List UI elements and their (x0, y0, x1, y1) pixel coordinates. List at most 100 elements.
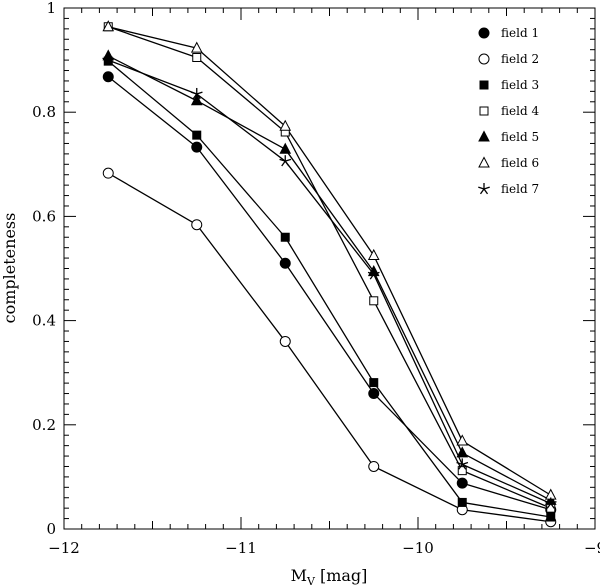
data-point-series-1 (102, 71, 114, 83)
x-tick-label: −10 (402, 539, 434, 557)
legend: field 1 field 2 field 3 field 4 field 5 field… (478, 26, 539, 196)
star-arm (367, 271, 374, 275)
y-tick-label: 0.8 (32, 103, 56, 121)
legend-marker-1 (478, 27, 490, 39)
legend-label-7: field 7 (501, 182, 539, 196)
data-point-series-3 (369, 378, 379, 388)
series-line-3 (107, 60, 551, 518)
legend-marker-2 (478, 53, 490, 65)
data-point-series-4 (192, 52, 202, 62)
star-arm (373, 273, 378, 280)
star-arm (107, 59, 113, 66)
star-arm (196, 91, 203, 95)
star-arm (456, 461, 463, 466)
data-point-series-1 (279, 257, 291, 269)
series-markers (102, 20, 557, 528)
star-arm (550, 503, 555, 509)
data-point-series-7 (367, 268, 380, 280)
series-line-1 (107, 76, 551, 511)
x-axis-label-units: [mag] (320, 566, 367, 585)
y-tick-label: 1 (46, 0, 56, 17)
star-arm (102, 57, 109, 61)
data-point-series-4 (457, 466, 467, 476)
y-tick-label: 0.4 (32, 312, 56, 330)
x-axis-label-subscript: V (306, 575, 316, 587)
data-point-series-7 (279, 155, 292, 167)
star-arm (544, 500, 551, 505)
y-tick-label: 0 (46, 520, 56, 538)
legend-label-3: field 3 (501, 78, 539, 92)
data-point-series-1 (191, 141, 203, 153)
data-point-series-6 (367, 248, 380, 260)
star-arm (479, 188, 485, 195)
data-point-series-6 (456, 434, 469, 446)
data-point-series-3 (457, 497, 467, 507)
star-arm (483, 188, 489, 195)
data-point-series-3 (192, 130, 202, 140)
star-arm (284, 160, 290, 167)
star-arm (192, 93, 198, 100)
axis-ticks (63, 7, 596, 530)
data-point-series-3 (546, 512, 556, 522)
data-point-series-6 (279, 119, 292, 131)
y-tick-label: 0.6 (32, 207, 56, 225)
y-tick-label: 0.2 (32, 416, 56, 434)
star-arm (458, 464, 463, 470)
data-point-series-4 (369, 296, 379, 306)
data-point-series-5 (190, 94, 203, 106)
legend-marker-7 (478, 183, 490, 195)
star-arm (279, 158, 286, 162)
legend-label-1: field 1 (501, 26, 539, 40)
star-arm (550, 500, 557, 505)
data-point-series-1 (456, 477, 468, 489)
star-arm (104, 59, 109, 66)
series-line-2 (107, 172, 551, 523)
star-arm (285, 158, 292, 162)
data-point-series-1 (368, 388, 380, 400)
data-point-series-7 (456, 458, 469, 470)
legend-label-4: field 4 (501, 104, 539, 118)
legend-label-5: field 5 (501, 130, 539, 144)
data-point-series-6 (102, 20, 115, 32)
legend-label-6: field 6 (501, 156, 539, 170)
data-point-series-2 (191, 219, 203, 231)
axis-tick-labels: −12 −11 −10 −9 0 0.2 0.4 0.6 0.8 1 (32, 0, 600, 557)
data-point-series-6 (190, 41, 203, 53)
x-tick-label: −11 (225, 539, 257, 557)
x-tick-label: −12 (48, 539, 80, 557)
data-point-series-7 (102, 54, 115, 66)
series-lines (107, 26, 552, 523)
star-arm (373, 271, 380, 275)
data-point-series-5 (456, 446, 469, 458)
data-point-series-7 (544, 497, 557, 509)
data-point-series-2 (279, 335, 291, 347)
star-arm (478, 186, 485, 190)
data-point-series-2 (102, 167, 114, 179)
star-arm (108, 57, 115, 61)
star-arm (196, 93, 201, 100)
star-arm (546, 503, 552, 509)
series-line-7 (108, 59, 552, 505)
series-line-4 (108, 26, 552, 509)
data-point-series-5 (279, 142, 292, 154)
x-tick-label: −9 (584, 539, 600, 557)
star-arm (461, 464, 467, 470)
star-arm (483, 186, 490, 190)
legend-marker-4 (479, 106, 489, 116)
legend-marker-5 (478, 130, 490, 142)
legend-marker-6 (478, 156, 490, 168)
data-point-series-7 (190, 87, 203, 100)
legend-marker-3 (479, 80, 489, 90)
star-arm (369, 273, 375, 280)
legend-label-2: field 2 (501, 52, 539, 66)
data-point-series-2 (368, 460, 380, 472)
x-axis-label: MV [mag] (291, 566, 368, 587)
star-arm (462, 461, 469, 466)
data-point-series-3 (280, 232, 290, 242)
series-line-6 (108, 26, 552, 496)
star-arm (281, 160, 286, 167)
star-arm (190, 91, 197, 95)
series-line-5 (107, 55, 552, 501)
y-axis-label: completeness (0, 213, 19, 324)
